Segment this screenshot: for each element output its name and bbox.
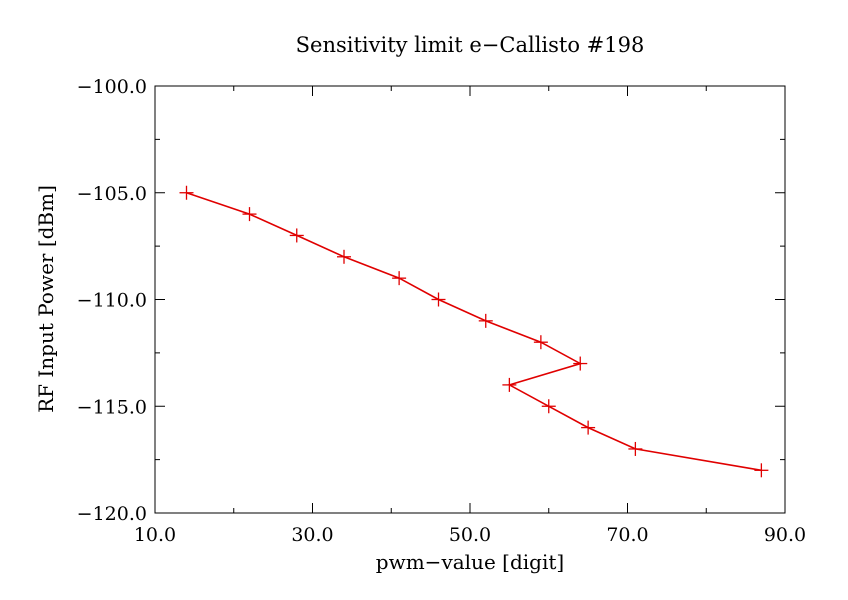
data-point: [581, 420, 596, 435]
data-point: [337, 249, 351, 264]
x-tick-label: 10.0: [134, 524, 176, 546]
data-point: [431, 292, 446, 307]
chart-title: Sensitivity limit e−Callisto #198: [296, 33, 645, 57]
x-tick-label: 50.0: [449, 524, 491, 546]
y-axis-label: RF Input Power [dBm]: [34, 185, 58, 413]
y-axis: −100.0 −105.0 −110.0 −115.0 −120.0: [77, 76, 785, 525]
data-point: [754, 463, 769, 478]
data-point: [533, 335, 548, 350]
x-tick-label: 70.0: [606, 524, 648, 546]
data-series: [179, 185, 769, 478]
x-axis-label: pwm−value [digit]: [376, 550, 564, 574]
x-tick-label: 30.0: [291, 524, 333, 546]
plot-frame: [154, 85, 786, 514]
data-point: [573, 356, 588, 371]
data-point: [628, 441, 643, 456]
x-tick-label: 90.0: [764, 524, 806, 546]
y-tick-label: −100.0: [77, 76, 147, 98]
data-point: [502, 377, 517, 392]
data-point: [242, 207, 257, 222]
data-point: [541, 399, 556, 414]
x-axis: 10.0 30.0 50.0 70.0 90.0: [134, 86, 806, 546]
series-line: [186, 192, 762, 472]
y-tick-label: −105.0: [77, 183, 147, 205]
data-point: [392, 271, 407, 286]
y-tick-label: −110.0: [77, 290, 147, 312]
data-point: [289, 228, 304, 243]
data-point: [478, 313, 493, 328]
data-point: [179, 185, 194, 200]
y-tick-label: −115.0: [77, 396, 147, 418]
y-tick-label: −120.0: [77, 503, 147, 525]
